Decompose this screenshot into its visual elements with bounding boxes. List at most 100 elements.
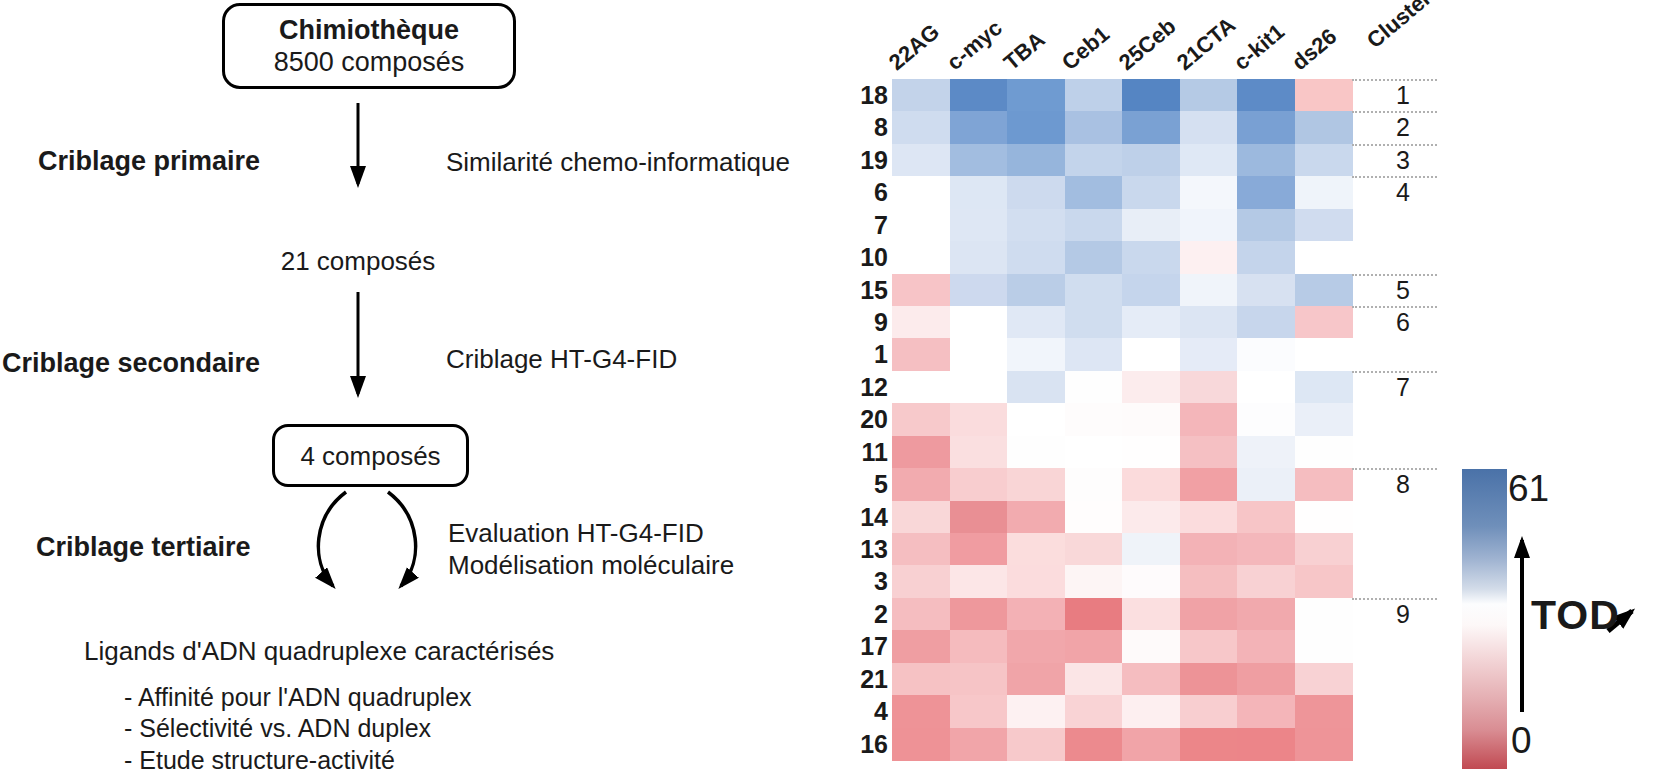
heatmap-cell	[950, 274, 1008, 307]
heatmap-cell	[1295, 501, 1353, 534]
heatmap-cell	[1122, 111, 1180, 144]
cycle-arrow-left	[318, 492, 346, 586]
library-subtitle: 8500 composés	[274, 46, 465, 78]
row-label: 19	[816, 144, 888, 176]
heatmap-cell	[1065, 176, 1123, 209]
heatmap-cell	[892, 111, 950, 144]
heatmap-cell	[1122, 209, 1180, 242]
row-label: 3	[816, 565, 888, 597]
cluster-label: 6	[1368, 306, 1438, 338]
heatmap-cell	[1237, 403, 1295, 436]
heatmap-cell	[950, 468, 1008, 501]
stage3-method-line1: Evaluation HT-G4-FID	[448, 518, 704, 549]
heatmap-cell	[950, 728, 1008, 761]
result-title: Ligands d'ADN quadruplexe caractérisés	[84, 636, 554, 667]
heatmap-cell	[1007, 436, 1065, 469]
column-header-22AG: 22AG	[885, 20, 944, 75]
heatmap-cell	[1295, 144, 1353, 177]
heatmap-cell	[1007, 598, 1065, 631]
heatmap-cell	[1007, 79, 1065, 112]
heatmap-cell	[1295, 403, 1353, 436]
heatmap-cell	[1180, 728, 1238, 761]
row-label: 15	[816, 274, 888, 306]
row-label: 20	[816, 403, 888, 435]
heatmap-cell	[1237, 695, 1295, 728]
column-header-cluster: Cluster	[1363, 0, 1436, 53]
heatmap-cell	[892, 338, 950, 371]
heatmap-cell	[1237, 209, 1295, 242]
scale-min-label: 0	[1511, 720, 1532, 762]
heatmap-cell	[892, 468, 950, 501]
library-box: Chimiothèque 8500 composés	[222, 3, 516, 89]
heatmap-cell	[892, 501, 950, 534]
heatmap-cell	[1180, 468, 1238, 501]
heatmap-cell	[1237, 533, 1295, 566]
heatmap-cell	[1065, 533, 1123, 566]
heatmap-cell	[950, 436, 1008, 469]
heatmap-cell	[1180, 176, 1238, 209]
heatmap-cell	[1007, 209, 1065, 242]
heatmap-cell	[1295, 79, 1353, 112]
cluster-label: 9	[1368, 598, 1438, 630]
heatmap-cell	[1237, 274, 1295, 307]
heatmap-cell	[1122, 565, 1180, 598]
cluster-label: 2	[1368, 111, 1438, 143]
heatmap-cell	[1237, 79, 1295, 112]
heatmap-cell	[1007, 695, 1065, 728]
heatmap-cell	[1065, 306, 1123, 339]
column-header-21CTA: 21CTA	[1172, 13, 1240, 75]
heatmap-cell	[1065, 728, 1123, 761]
column-header-Ceb1: Ceb1	[1057, 22, 1114, 75]
heatmap-cell	[950, 501, 1008, 534]
result-item-1: - Affinité pour l'ADN quadruplex	[124, 683, 472, 712]
heatmap-cell	[1122, 663, 1180, 696]
heatmap-cell	[892, 176, 950, 209]
heatmap-cell	[1237, 371, 1295, 404]
heatmap-cell	[1237, 144, 1295, 177]
heatmap-cell	[1237, 468, 1295, 501]
column-header-25Ceb: 25Ceb	[1115, 14, 1181, 75]
heatmap-cell	[950, 630, 1008, 663]
heatmap-cell	[892, 241, 950, 274]
heatmap-cell	[1065, 501, 1123, 534]
heatmap-cell	[1065, 468, 1123, 501]
heatmap-cell	[1007, 533, 1065, 566]
heatmap-cell	[950, 241, 1008, 274]
heatmap-cell	[1122, 338, 1180, 371]
stage1-method: Similarité chemo-informatique	[446, 147, 790, 178]
heatmap-cell	[1295, 565, 1353, 598]
heatmap-cell	[892, 306, 950, 339]
row-label: 10	[816, 241, 888, 273]
row-label: 12	[816, 371, 888, 403]
heatmap-cell	[1007, 501, 1065, 534]
heatmap-cell	[1065, 630, 1123, 663]
row-label: 5	[816, 468, 888, 500]
heatmap-cell	[892, 565, 950, 598]
heatmap-cell	[1180, 695, 1238, 728]
heatmap-cell	[1295, 630, 1353, 663]
heatmap-cell	[1295, 274, 1353, 307]
row-label: 17	[816, 630, 888, 662]
heatmap-cell	[892, 695, 950, 728]
heatmap-cell	[1180, 403, 1238, 436]
heatmap-cell	[1007, 403, 1065, 436]
heatmap-cell	[1065, 274, 1123, 307]
heatmap-cell	[1180, 565, 1238, 598]
heatmap-cell	[1122, 468, 1180, 501]
result-item-3: - Etude structure-activité	[124, 746, 395, 769]
stage3-method-line2: Modélisation moléculaire	[448, 550, 734, 581]
column-header-c-kit1: c-kit1	[1230, 20, 1289, 75]
heatmap-cell	[1237, 565, 1295, 598]
cluster-divider	[1352, 468, 1437, 470]
heatmap-cell	[1007, 728, 1065, 761]
heatmap-cell	[1065, 663, 1123, 696]
cluster-label: 8	[1368, 468, 1438, 500]
heatmap-cell	[892, 728, 950, 761]
step1-result: 21 composés	[270, 246, 446, 277]
heatmap-cell	[1237, 630, 1295, 663]
heatmap-cell	[892, 663, 950, 696]
heatmap-cell	[950, 176, 1008, 209]
row-label: 2	[816, 598, 888, 630]
heatmap-cell	[1295, 338, 1353, 371]
heatmap-cell	[1180, 241, 1238, 274]
